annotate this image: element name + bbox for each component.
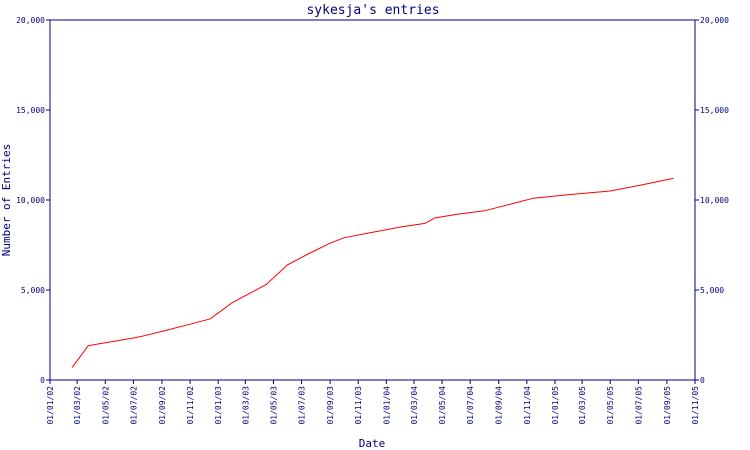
x-tick-label: 01/09/02: [158, 386, 167, 425]
x-tick-label: 01/11/05: [691, 386, 700, 425]
x-tick-label: 01/05/02: [101, 386, 110, 425]
x-tick-label: 01/03/02: [73, 386, 82, 425]
x-tick-label: 01/07/02: [129, 386, 138, 425]
x-ticks: 01/01/02 01/03/02 01/05/02 01/07/02 01/09/02…: [46, 380, 700, 425]
x-tick-label: 01/03/03: [241, 386, 250, 425]
y-axis-label: Number of Entries: [0, 144, 13, 257]
series-line-0: [71, 177, 674, 368]
x-tick-label: 01/01/04: [382, 386, 391, 425]
y-tick-label-left: 10,000: [16, 196, 45, 205]
x-tick-label: 01/05/03: [269, 386, 278, 425]
x-tick-label: 01/01/03: [214, 386, 223, 425]
x-tick-label: 01/09/04: [495, 386, 504, 425]
y-ticks-left: 0 5,000 10,000 15,000 20,000: [16, 16, 50, 385]
x-tick-label: 01/11/02: [186, 386, 195, 425]
y-tick-label-left: 0: [40, 376, 45, 385]
x-tick-label: 01/11/03: [354, 386, 363, 425]
x-tick-label: 01/05/05: [606, 386, 615, 425]
x-tick-label: 01/05/04: [438, 386, 447, 425]
x-tick-label: 01/01/05: [551, 386, 560, 425]
x-tick-label: 01/07/05: [634, 386, 643, 425]
y-tick-label-right: 0: [700, 376, 705, 385]
chart-title: sykesja's entries: [306, 3, 439, 18]
x-tick-label: 01/07/04: [466, 386, 475, 425]
series-layer: [71, 177, 674, 368]
y-tick-label-left: 5,000: [21, 286, 45, 295]
x-axis-label: Date: [359, 437, 386, 450]
x-tick-label: 01/09/05: [663, 386, 672, 425]
x-tick-label: 01/03/05: [578, 386, 587, 425]
y-tick-label-right: 15,000: [700, 106, 729, 115]
x-tick-label: 01/01/02: [46, 386, 55, 425]
y-tick-label-right: 20,000: [700, 16, 729, 25]
plot-frame: [49, 19, 696, 381]
x-tick-label: 01/11/04: [523, 386, 532, 425]
y-tick-label-left: 20,000: [16, 16, 45, 25]
y-ticks-right: 0 5,000 10,000 15,000 20,000: [695, 16, 729, 385]
x-tick-label: 01/03/04: [410, 386, 419, 425]
y-tick-label-right: 5,000: [700, 286, 724, 295]
y-tick-label-left: 15,000: [16, 106, 45, 115]
y-tick-label-right: 10,000: [700, 196, 729, 205]
x-tick-label: 01/09/03: [326, 386, 335, 425]
x-tick-label: 01/07/03: [298, 386, 307, 425]
